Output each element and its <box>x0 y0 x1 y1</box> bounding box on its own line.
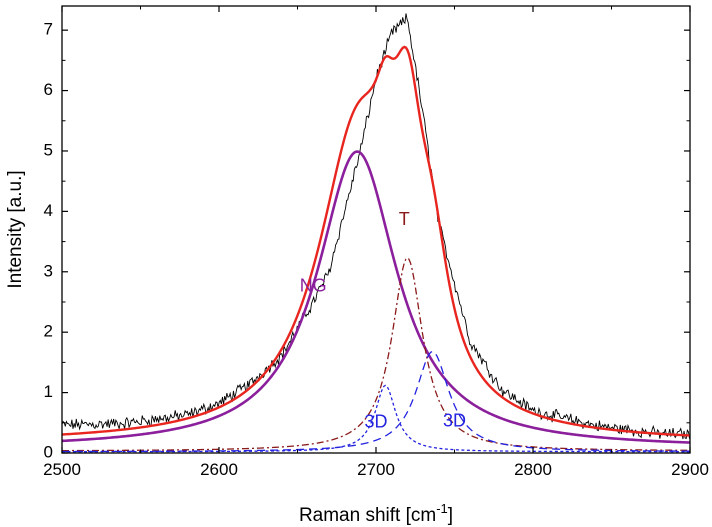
axes-layer: 2500 2600 2700 2800 2900 0 1 2 3 4 5 6 7 <box>43 6 709 479</box>
x-axis-title-superscript: -1 <box>436 501 448 516</box>
y-tick-label: 7 <box>44 20 53 39</box>
x-axis-title: Raman shift [cm-1] <box>299 501 453 526</box>
x-tick-label: 2700 <box>357 460 395 479</box>
ng-annotation: NG <box>300 276 327 296</box>
y-tick-label: 1 <box>44 382 53 401</box>
x-axis-title-suffix: ] <box>448 505 453 526</box>
y-tick-label: 5 <box>44 140 53 159</box>
x-tick-label: 2600 <box>200 460 238 479</box>
ng-peak-line <box>61 150 691 444</box>
t-annotation: T <box>399 209 410 229</box>
curves-layer <box>61 13 691 453</box>
y-tick-label: 3 <box>44 261 53 280</box>
y-tick-label: 0 <box>44 442 53 461</box>
x-tick-label: 2500 <box>43 460 81 479</box>
x-axis-title-main: Raman shift [cm <box>299 505 436 526</box>
y-tick-label: 2 <box>44 322 53 341</box>
t-peak-line <box>62 257 691 452</box>
y-tick-label: 4 <box>44 201 53 220</box>
3d-high-peak-line <box>62 350 691 453</box>
y-tick-label: 6 <box>44 80 53 99</box>
y-axis-title: Intensity [a.u.] <box>5 170 26 288</box>
x-tick-label: 2900 <box>671 460 709 479</box>
3d-high-annotation: 3D <box>443 410 466 430</box>
x-tick-label: 2800 <box>514 460 552 479</box>
cumulative-fit-line <box>61 45 691 437</box>
plot-frame <box>61 5 691 454</box>
3d-low-annotation: 3D <box>364 412 387 432</box>
annotations-layer: NG T 3D 3D <box>300 209 466 431</box>
